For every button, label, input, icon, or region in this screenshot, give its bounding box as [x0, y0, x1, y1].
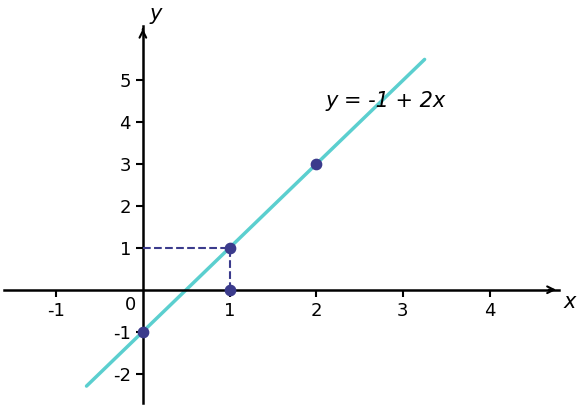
- Point: [138, 328, 148, 335]
- Point: [312, 161, 321, 167]
- Point: [225, 245, 234, 251]
- Point: [225, 287, 234, 293]
- Text: x: x: [563, 292, 576, 312]
- Text: y: y: [150, 4, 162, 24]
- Text: 0: 0: [124, 296, 136, 314]
- Text: y = -1 + 2x: y = -1 + 2x: [325, 91, 446, 111]
